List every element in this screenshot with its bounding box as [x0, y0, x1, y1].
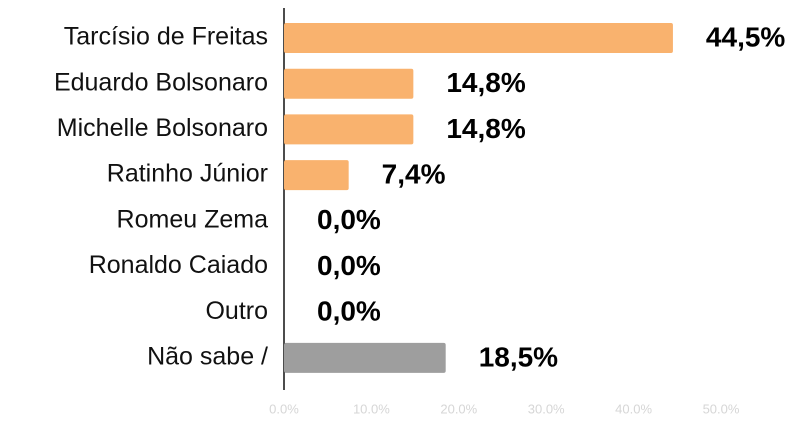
bar — [284, 68, 414, 99]
category-label: Tarcísio de Freitas — [64, 23, 268, 51]
bar — [284, 23, 673, 53]
bar — [284, 342, 446, 373]
category-label: Não sabe / — [147, 343, 268, 371]
value-label: 18,5% — [479, 341, 558, 372]
x-tick-label: 40.0% — [615, 401, 652, 416]
category-label: Ratinho Júnior — [107, 160, 268, 188]
x-tick-label: 10.0% — [353, 401, 390, 416]
x-tick-label: 30.0% — [528, 401, 565, 416]
category-label: Eduardo Bolsonaro — [54, 68, 268, 96]
value-label: 0,0% — [317, 204, 381, 235]
value-label: 14,8% — [446, 67, 525, 98]
x-tick-label: 50.0% — [703, 401, 740, 416]
bar — [284, 114, 414, 145]
value-label: 14,8% — [446, 113, 525, 144]
category-label: Michelle Bolsonaro — [57, 114, 268, 142]
x-tick-label: 0.0% — [269, 401, 299, 416]
x-tick-label: 20.0% — [440, 401, 477, 416]
category-label: Ronaldo Caiado — [89, 251, 268, 279]
bar — [284, 160, 349, 191]
value-label: 7,4% — [382, 158, 446, 189]
value-label: 0,0% — [317, 296, 381, 327]
value-label: 0,0% — [317, 250, 381, 281]
category-label: Outro — [205, 297, 268, 325]
category-label: Romeu Zema — [117, 205, 269, 233]
value-label: 44,5% — [706, 21, 785, 52]
